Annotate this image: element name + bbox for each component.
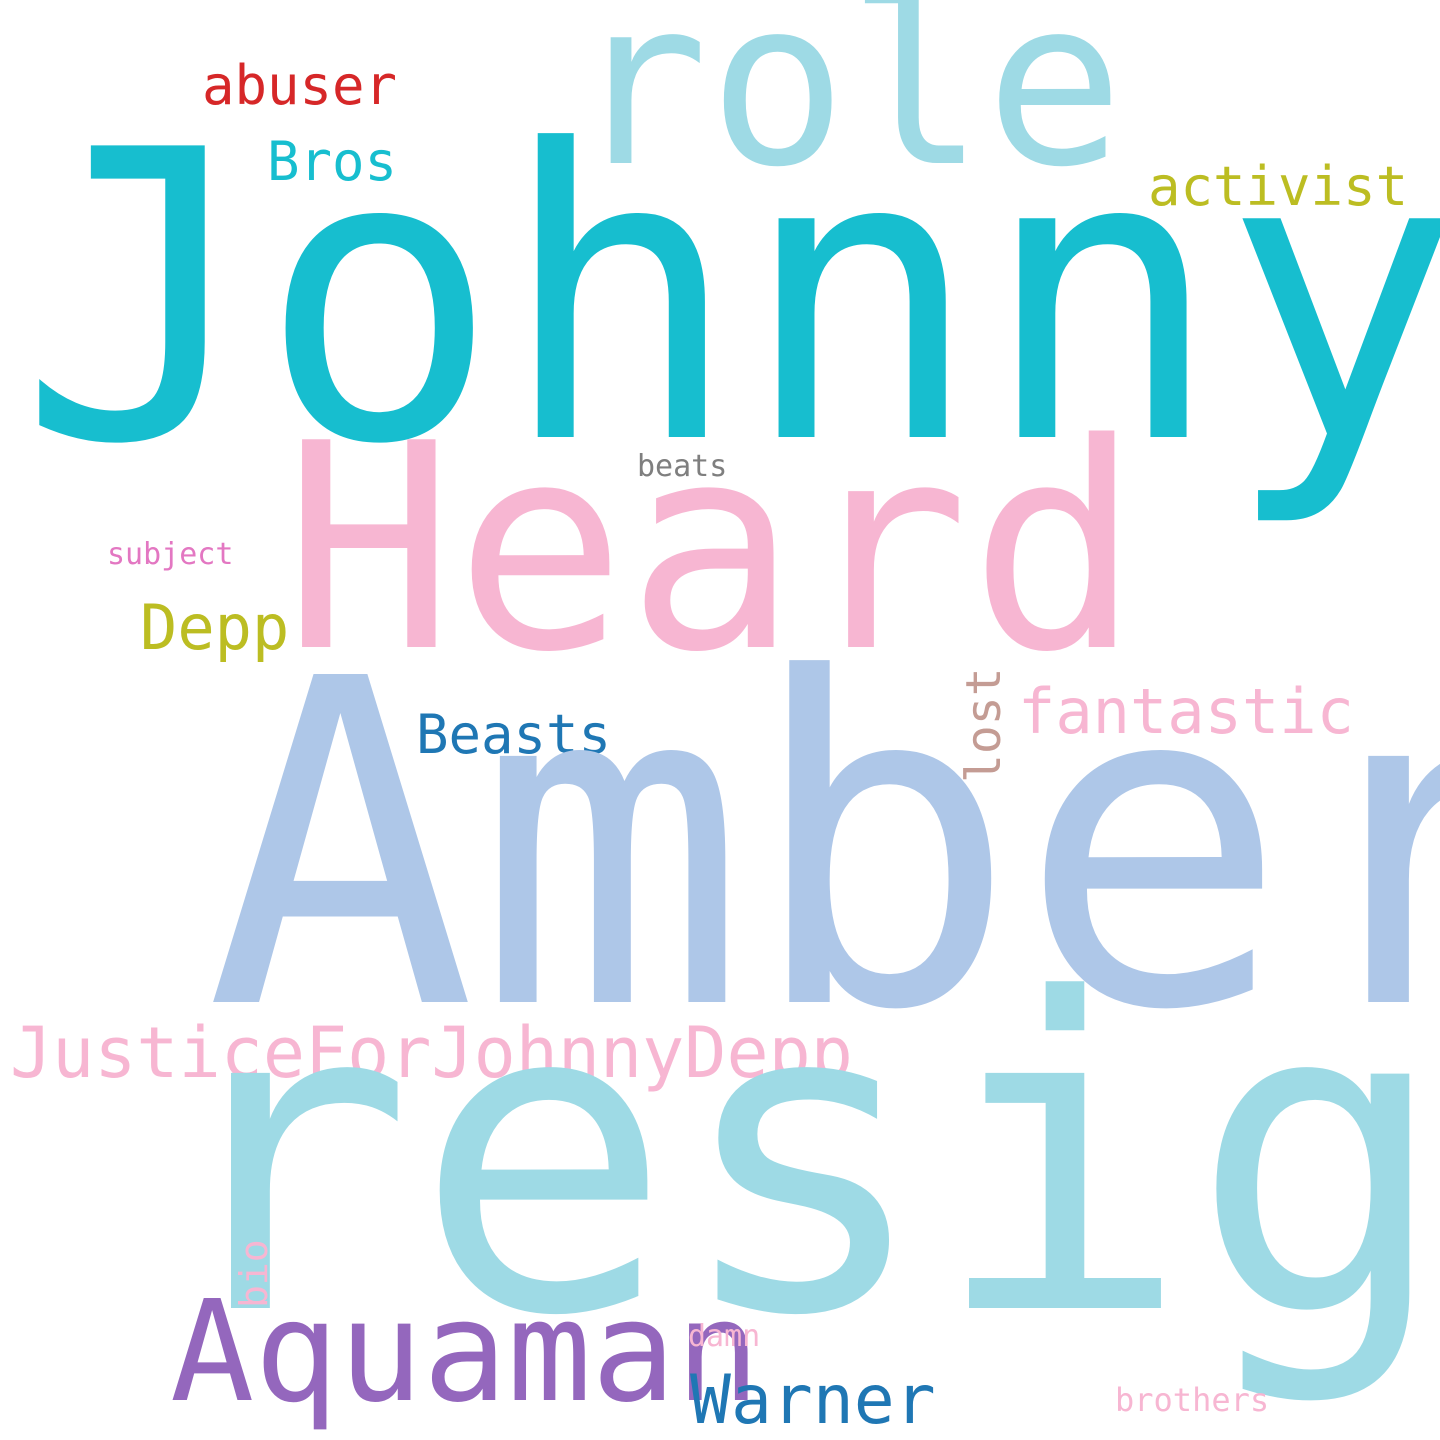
- word-fantastic: fantastic: [1018, 675, 1354, 748]
- word-role: role: [570, 0, 1124, 218]
- word-beats: beats: [637, 449, 728, 484]
- word-aquaman: Aquaman: [170, 1271, 761, 1434]
- word-abuser: abuser: [202, 54, 398, 117]
- word-brothers: brothers: [1115, 1381, 1270, 1419]
- word-amber: Amber: [205, 585, 1440, 1109]
- word-warner: Warner: [690, 1361, 936, 1440]
- word-depp: Depp: [140, 591, 290, 664]
- word-bros: Bros: [267, 130, 398, 193]
- word-johnny: Johnny: [18, 67, 1440, 532]
- word-heard: Heard: [283, 383, 1141, 715]
- word-resign: resign: [155, 910, 1440, 1410]
- word-justicefor-johnnydepp: JusticeForJohnnyDepp: [10, 1012, 853, 1094]
- word-damn: damn: [688, 1319, 761, 1354]
- word-beasts: Beasts: [416, 703, 612, 766]
- word-subject: subject: [107, 537, 234, 572]
- word-activist: activist: [1148, 155, 1409, 218]
